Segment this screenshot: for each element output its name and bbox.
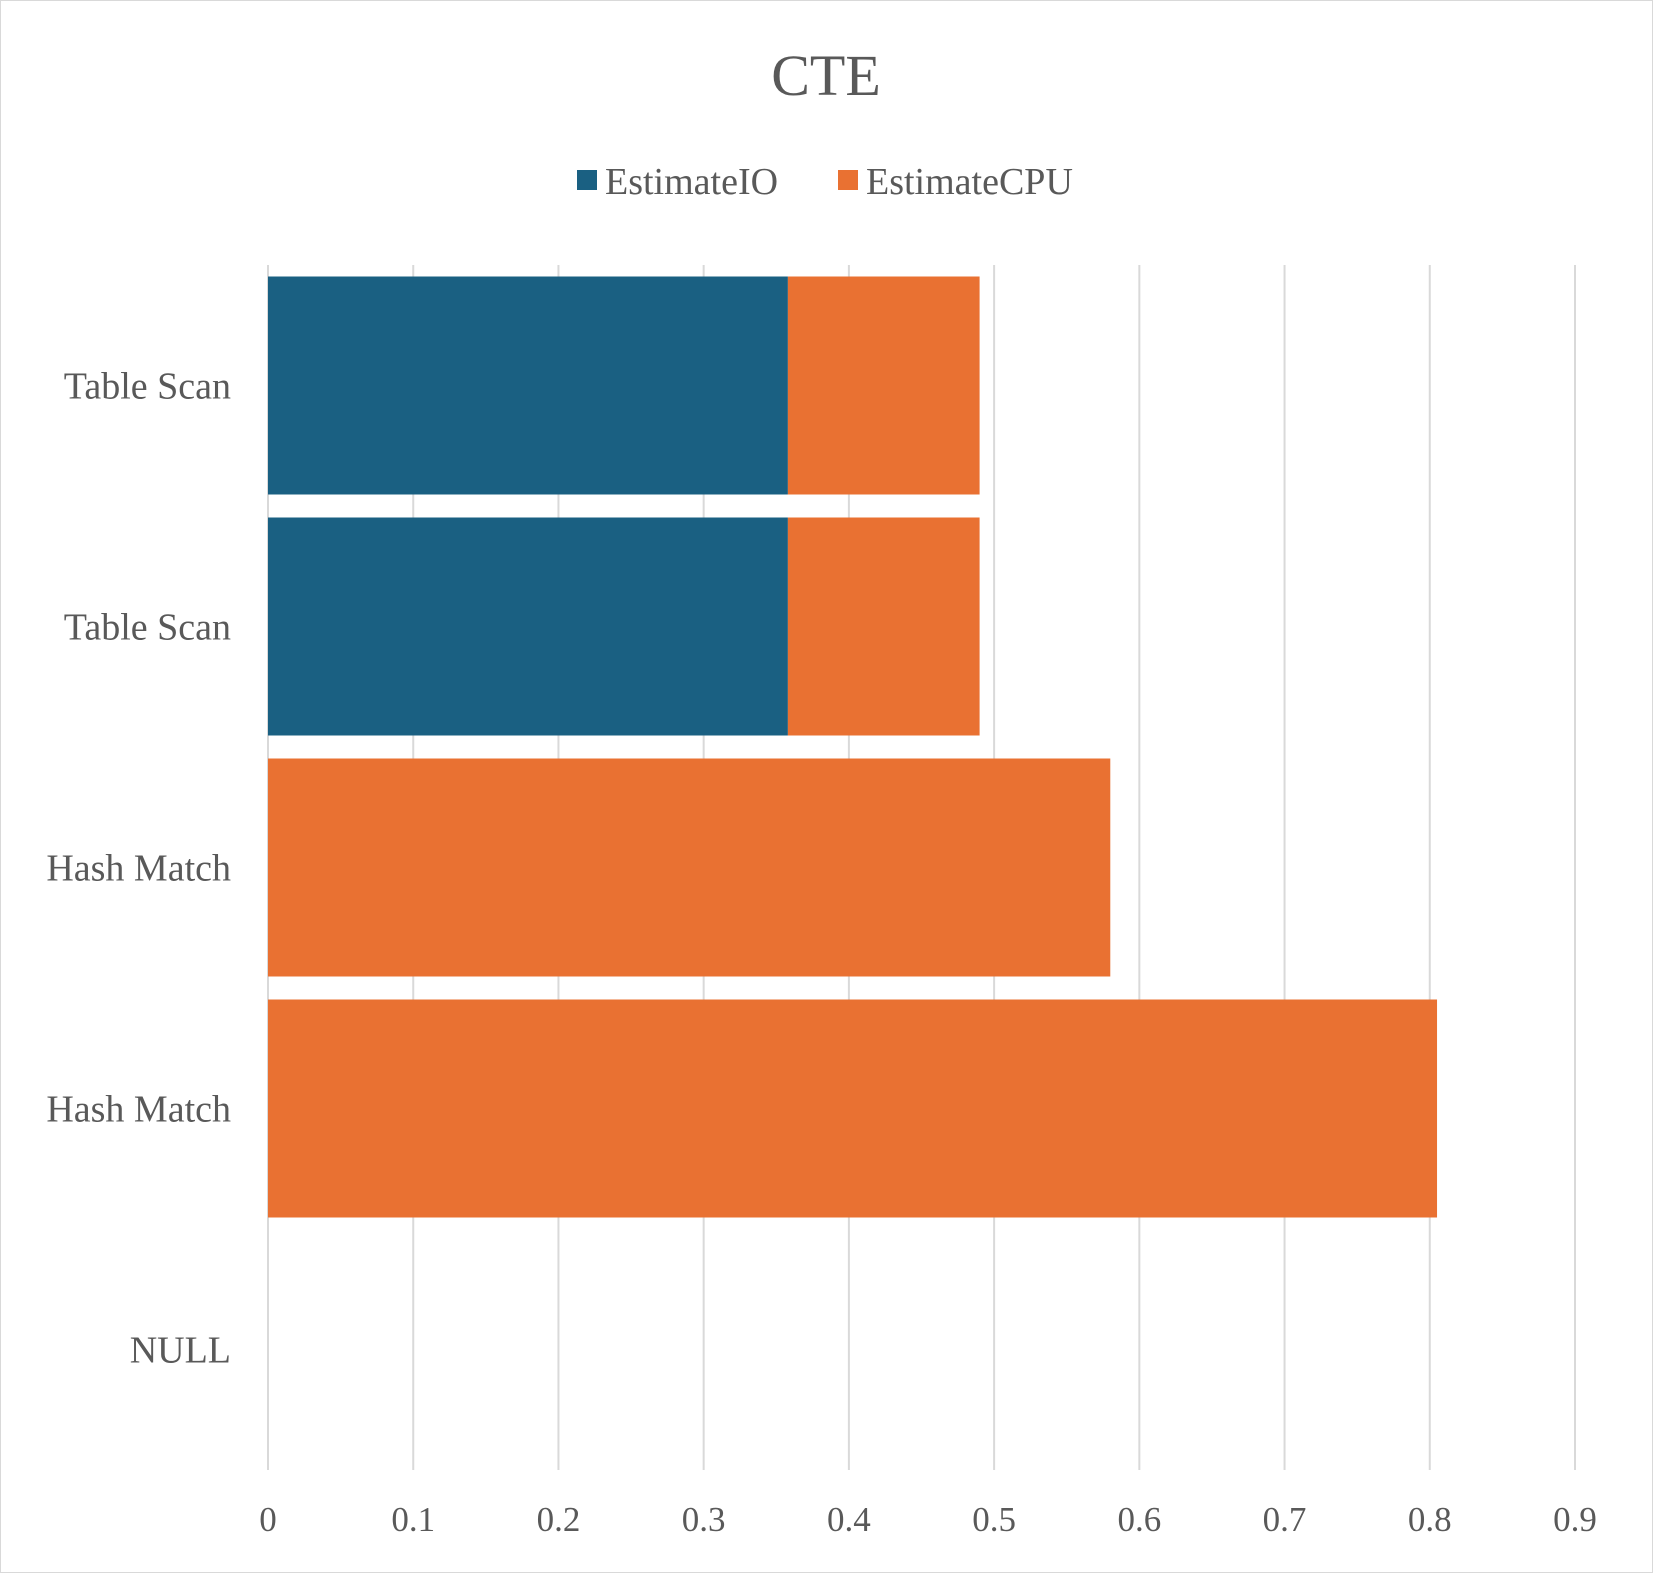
x-tick-label: 0 xyxy=(259,1500,277,1539)
bar-estimatecpu-2 xyxy=(268,758,1111,977)
legend: EstimateIO EstimateCPU xyxy=(577,161,1073,203)
category-label: Table Scan xyxy=(64,607,231,649)
bar-estimateio-1 xyxy=(268,517,788,736)
bar-estimatecpu-0 xyxy=(787,276,980,495)
bar-estimatecpu-1 xyxy=(787,517,980,736)
x-axis-tick-labels: 0 0.1 0.2 0.3 0.4 0.5 0.6 0.7 0.8 0.9 xyxy=(259,1500,1597,1539)
legend-swatch-estimateio xyxy=(577,170,597,190)
x-tick-label: 0.5 xyxy=(972,1500,1016,1539)
legend-swatch-estimatecpu xyxy=(838,170,858,190)
x-tick-label: 0.3 xyxy=(682,1500,726,1539)
x-tick-label: 0.9 xyxy=(1553,1500,1597,1539)
legend-label-estimatecpu: EstimateCPU xyxy=(866,161,1073,203)
x-tick-label: 0.6 xyxy=(1117,1500,1161,1539)
category-label: Table Scan xyxy=(64,366,231,408)
x-tick-label: 0.7 xyxy=(1263,1500,1307,1539)
legend-label-estimateio: EstimateIO xyxy=(605,161,778,203)
x-tick-label: 0.8 xyxy=(1408,1500,1452,1539)
category-labels: Table Scan Table Scan Hash Match Hash Match… xyxy=(46,366,231,1372)
bars xyxy=(268,276,1438,1218)
x-tick-label: 0.2 xyxy=(537,1500,581,1539)
x-tick-label: 0.4 xyxy=(827,1500,871,1539)
bar-estimateio-0 xyxy=(268,276,788,495)
category-label: Hash Match xyxy=(46,848,231,890)
category-label: Hash Match xyxy=(46,1089,231,1131)
x-tick-label: 0.1 xyxy=(391,1500,435,1539)
chart-title: CTE xyxy=(771,43,881,108)
category-label: NULL xyxy=(130,1330,231,1372)
bar-estimatecpu-3 xyxy=(268,999,1438,1218)
